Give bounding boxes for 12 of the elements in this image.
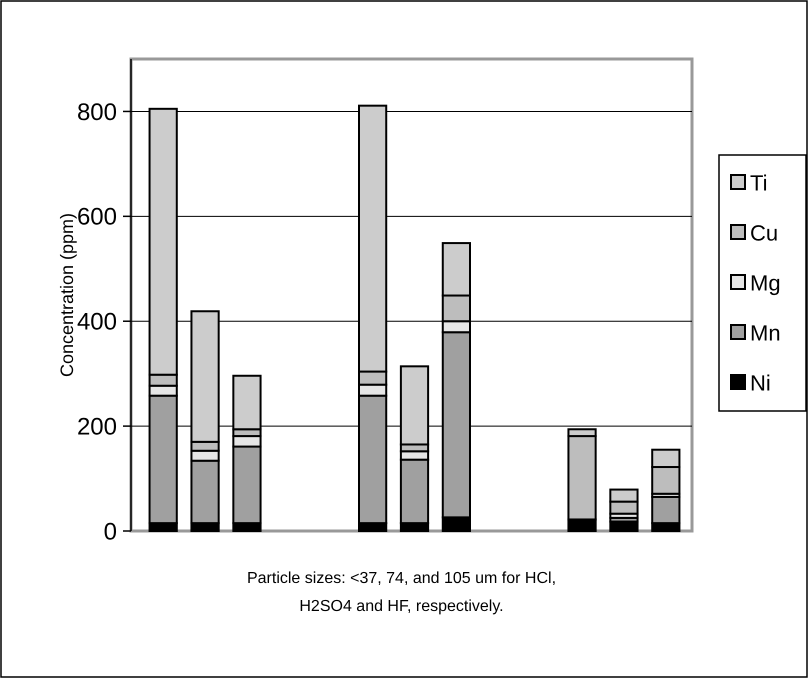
legend-label: Cu xyxy=(750,220,778,246)
legend-label: Ni xyxy=(750,370,771,396)
legend-label: Ti xyxy=(750,170,768,196)
y-tick-label: 600 xyxy=(76,204,117,231)
legend-label: Mg xyxy=(750,270,781,296)
y-tick-label: 400 xyxy=(76,308,117,336)
legend-label: Mn xyxy=(750,320,781,346)
y-tick-label: 200 xyxy=(76,414,117,441)
y-tick-label: 800 xyxy=(76,98,117,126)
y-axis-title: Concentration (ppm) xyxy=(57,212,77,378)
y-tick-label: 0 xyxy=(104,518,117,546)
x-axis-title: Particle sizes: <37, 74, and 105 um for HCl, H2SO4 and HF, respectively. xyxy=(246,570,556,615)
